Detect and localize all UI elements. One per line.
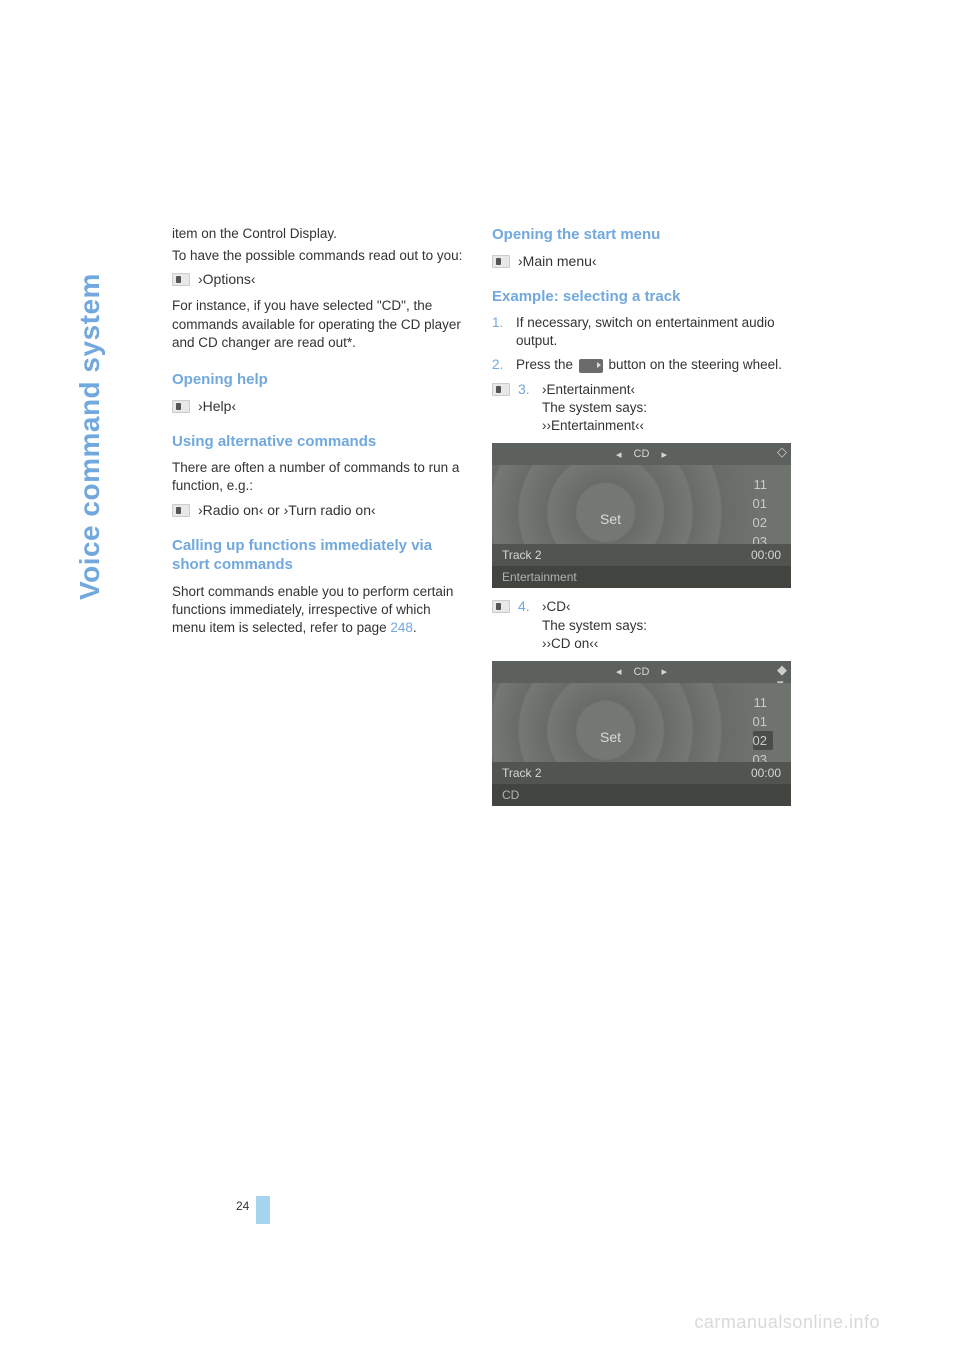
step-4-says: The system says: [542,618,647,633]
step-1-text: If necessary, switch on entertainment au… [516,314,792,350]
main-menu-command-text: ›Main menu‹ [518,253,597,269]
voice-command-options: ›Options‹ [172,271,464,287]
left-column: item on the Control Display. To have the… [172,225,464,816]
display-header-text: CD [634,666,650,678]
alt-commands-heading: Using alternative commands [172,432,464,452]
display-set-label: Set [600,511,621,527]
voice-icon [172,273,190,286]
voice-icon [172,400,190,413]
short-commands-heading: Calling up functions immediately via sho… [172,536,464,575]
side-title: Voice command system [74,200,106,600]
step-4-number: 4. [518,598,534,614]
voice-command-radio: ›Radio on‹ or ›Turn radio on‹ [172,502,464,518]
step-3-cmd: ›Entertainment‹ [542,382,635,397]
corner-up-icon: ◇ [777,447,787,457]
content-area: item on the Control Display. To have the… [172,225,790,816]
step-1-number: 1. [492,314,508,350]
display-track-list: 11 01 02 03 [753,693,773,769]
short-commands-text: Short commands enable you to perform cer… [172,583,464,638]
step-4-cmd: ›CD‹ [542,599,571,614]
track-label: Track 2 [502,548,542,562]
nav-left-icon: ◂ [616,665,622,678]
step-3: 3. ›Entertainment‹ The system says: ››En… [492,381,792,436]
display-track-bar: Track 2 00:00 [492,762,791,784]
step-2-text: Press the button on the steering wheel. [516,356,782,374]
step-3-text: ›Entertainment‹ The system says: ››Enter… [542,381,647,436]
short-text-2: . [413,620,417,635]
display-screenshot-2: ◂ CD ▸ ◆ ▾ Set 11 01 02 03 Track 2 0 [492,661,791,806]
voice-icon [492,255,510,268]
step-2-number: 2. [492,356,508,374]
for-instance-text: For instance, if you have selected "CD",… [172,297,464,352]
nav-left-icon: ◂ [616,448,622,461]
list-item: 01 [753,494,773,513]
display-nav: ◂ CD ▸ [616,665,667,678]
display-track-bar: Track 2 00:00 [492,544,791,566]
right-column: Opening the start menu ›Main menu‹ Examp… [492,225,792,816]
step-3-response: ››Entertainment‹‹ [542,418,644,433]
bottom-label: Entertainment [502,570,577,584]
step-1: 1. If necessary, switch on entertainment… [492,314,792,350]
opening-help-heading: Opening help [172,370,464,390]
list-item: 11 [753,693,773,712]
alt-commands-text: There are often a number of commands to … [172,459,464,495]
display-nav: ◂ CD ▸ [616,448,667,461]
track-label: Track 2 [502,766,542,780]
step-3-number: 3. [518,381,534,397]
track-time: 00:00 [751,548,781,562]
page-link-248[interactable]: 248 [390,620,413,635]
display-bottom-bar: Entertainment [492,566,791,588]
list-item-selected: 02 [753,731,773,750]
display-bottom-bar: CD [492,784,791,806]
start-menu-heading: Opening the start menu [492,225,792,245]
step-4-text: ›CD‹ The system says: ››CD on‹‹ [542,598,647,653]
voice-icon [172,504,190,517]
list-item: 11 [753,475,773,494]
voice-icon [492,600,510,613]
options-command-text: ›Options‹ [198,271,256,287]
watermark: carmanualsonline.info [694,1312,880,1333]
page: Voice command system item on the Control… [0,0,960,1358]
display-track-list: 11 01 02 03 [753,475,773,551]
page-number-bar [256,1196,270,1224]
bottom-label: CD [502,788,519,802]
list-item: 01 [753,712,773,731]
step-3-says: The system says: [542,400,647,415]
voice-command-help: ›Help‹ [172,398,464,414]
intro-line-2: To have the possible commands read out t… [172,247,464,265]
display-screenshot-1: ◂ CD ▸ ◇ Set 11 01 02 03 Track 2 00:00 [492,443,791,588]
display-header: ◂ CD ▸ [492,443,791,465]
display-set-label: Set [600,729,621,745]
step-2: 2. Press the button on the steering whee… [492,356,792,374]
nav-right-icon: ▸ [661,665,667,678]
display-rings [492,465,791,544]
step-4-response: ››CD on‹‹ [542,636,598,651]
display-rings [492,683,791,762]
example-heading: Example: selecting a track [492,287,792,307]
track-time: 00:00 [751,766,781,780]
page-number: 24 [236,1199,249,1213]
voice-command-main-menu: ›Main menu‹ [492,253,792,269]
step-2-text-b: button on the steering wheel. [605,357,782,372]
corner-up-icon: ◆ [777,665,787,675]
nav-right-icon: ▸ [661,448,667,461]
radio-command-text: ›Radio on‹ or ›Turn radio on‹ [198,502,376,518]
steering-wheel-button-icon [579,359,603,373]
voice-icon [492,383,510,396]
display-header: ◂ CD ▸ [492,661,791,683]
list-item: 02 [753,513,773,532]
step-4: 4. ›CD‹ The system says: ››CD on‹‹ [492,598,792,653]
intro-line-1: item on the Control Display. [172,225,464,243]
display-header-text: CD [634,448,650,460]
help-command-text: ›Help‹ [198,398,236,414]
step-2-text-a: Press the [516,357,577,372]
